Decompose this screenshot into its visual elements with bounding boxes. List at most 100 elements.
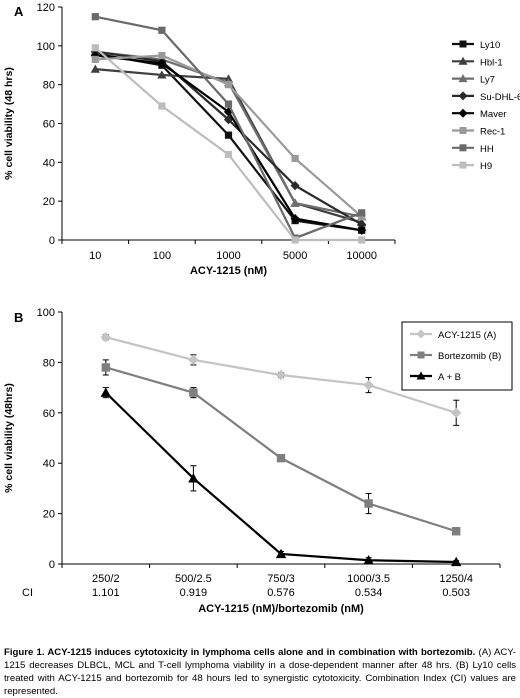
panel-a-series-hbl-1-point [90,64,100,73]
panel-a-legend-hbl-1-marker [458,56,468,65]
panel-b-series-bortezomib-b-line [105,366,457,533]
panel-a-series-rec-1-point [91,55,99,64]
panel-b-series-acy-1215-a-point [188,354,199,366]
panel-a-legend-hbl-1-label: Hbl-1 [480,57,503,68]
panel-b-y-tick-label: 80 [43,357,55,369]
panel-b-series-acy-1215-a-point [363,379,374,391]
panel-b-legend-bortezomib-b-marker [417,351,425,359]
panel-b-y-tick-label: 40 [43,458,55,470]
panel-b-series-a-b-point [451,556,462,567]
panel-b-x-tick-label: 500/2.5 [175,573,212,585]
panel-b-ci-value: 0.503 [442,587,470,599]
panel-a-series-hh-point [158,26,166,34]
panel-a-series-rec-1-point [291,154,299,163]
panel-a-legend-h9-marker [459,161,467,169]
panel-a-legend-ly10-label: Ly10 [480,40,500,51]
panel-a-x-tick-label: 5000 [283,250,307,262]
panel-a-x-tick-label: 100 [153,250,171,262]
panel-a-legend-maver-label: Maver [480,109,506,120]
panel-a-series-rec-1-point [158,51,166,60]
panel-a-legend-rec-1-marker [459,127,467,134]
panel-b-x-tick-label: 250/2 [92,573,120,585]
panel-a-series-su-dhl-6-point [223,115,234,125]
panel-b-legend-acy-1215-a-label: ACY-1215 (A) [438,330,496,341]
panel-a-series-ly10-point [224,131,233,139]
figure-caption: Figure 1. ACY-1215 induces cytotoxicity … [4,646,516,698]
panel-a-series-maver-point [157,58,167,68]
panel-a-series-rec-1-point [358,213,366,221]
panel-a-x-tick-label: 10000 [346,250,377,262]
panel-b-x-axis-label: ACY-1215 (nM)/bortezomib (nM) [198,603,364,615]
panel-b-y-tick-label: 0 [49,559,55,571]
panel-a-y-tick-label: 60 [43,119,55,131]
panel-b-series-acy-1215-a-point [100,332,111,343]
panel-b-series-bortezomib-b-point [189,388,198,397]
panel-a-series-h9-point [291,236,299,244]
panel-a-x-tick-label: 10 [89,250,101,262]
panel-b-y-tick-label: 100 [37,307,55,319]
panel-a-series-hbl-1-line [95,68,363,224]
panel-b-legend-a-b-label: A + B [438,372,461,383]
panel-a-label: A [14,4,24,19]
panel-a-series-hh-point [358,209,366,217]
panel-a-series-rec-1-point [224,81,233,89]
panel-a-series-maver-point [357,225,367,235]
panel-a-legend-ly10-marker [459,40,467,48]
panel-a-legend-hh-label: HH [480,144,494,155]
panel-a-series-h9-point [358,236,366,244]
panel-b-legend-a-b-marker [416,371,426,380]
panel-a-series-maver-point [290,214,300,224]
panel-b-y-tick-label: 20 [43,509,55,521]
panel-a-legend-ly7-marker [458,74,468,83]
panel-a-x-tick-label: 1000 [216,250,240,262]
panel-a-series-hh-line [95,15,363,240]
panel-a-legend-su-dhl-6-marker [458,91,468,101]
panel-b-series-a-b-point [275,548,287,559]
panel-a-x-axis-label: ACY-1215 (nM) [190,265,267,277]
panel-b-series-acy-1215-a-point [451,407,462,418]
panel-b-y-tick-label: 60 [43,408,55,420]
panel-b-ci-value: 1.101 [92,587,120,599]
panel-b-ci-value: 0.576 [267,587,295,599]
panel-b-series-bortezomib-b-point [452,527,461,536]
panel-a-legend-ly7-label: Ly7 [480,75,495,86]
panel-a-series-ly7-point [290,198,300,207]
panel-b-series-bortezomib-b-point [276,453,286,463]
panel-a-y-tick-label: 20 [43,196,55,208]
panel-b-legend-acy-1215-a-marker [416,329,426,339]
panel-b-x-tick-label: 1000/3.5 [347,573,390,585]
panel-b-y-axis-label: % cell viability (48hrs) [3,383,15,493]
panel-b-legend-bortezomib-b-label: Bortezomib (B) [438,351,501,362]
caption-title: Figure 1. ACY-1215 induces cytotoxicity … [4,647,476,658]
panel-a-series-su-dhl-6-point [357,219,367,230]
panel-a-series-h9-point [224,150,233,159]
panel-a-y-tick-label: 120 [37,2,55,14]
panel-a-series-hh-point [224,100,233,108]
panel-b-series-bortezomib-b-point [364,499,373,508]
panel-b-series-a-b-point [188,473,199,483]
panel-b-series-a-b-point [363,555,374,565]
panel-b-series-a-b-point [100,387,111,397]
panel-a-series-su-dhl-6-point [290,181,300,191]
panel-a-y-tick-label: 40 [43,157,55,169]
panel-b-series-bortezomib-b-point [101,363,110,372]
panel-a-legend-h9-label: H9 [480,161,492,172]
panel-a-y-tick-label: 100 [37,41,55,53]
panel-b-ci-value: 0.534 [355,587,383,599]
panel-b-x-tick-label: 1250/4 [439,573,473,585]
panel-a-y-axis-label: % cell viability (48 hrs) [3,67,15,180]
panel-b-label: B [14,310,23,325]
panel-a-legend-hh-marker [459,144,467,152]
panel-a-series-h9-point [91,44,99,52]
panel-b-ci-value: 0.919 [180,587,208,599]
panel-a-y-tick-label: 80 [43,80,55,92]
panel-a-legend-su-dhl-6-label: Su-DHL-6 [480,92,520,103]
caption-body: (A) ACY-1215 decreases DLBCL, MCL and T-… [4,647,516,697]
panel-a-series-hh-point [91,13,99,21]
panel-a-legend-rec-1-label: Rec-1 [480,127,505,138]
panel-a-y-tick-label: 0 [49,235,55,247]
panel-b-series-a-b-line [105,391,457,564]
panel-a-series-h9-point [158,102,166,110]
panel-b-ci-label: CI [22,587,33,599]
